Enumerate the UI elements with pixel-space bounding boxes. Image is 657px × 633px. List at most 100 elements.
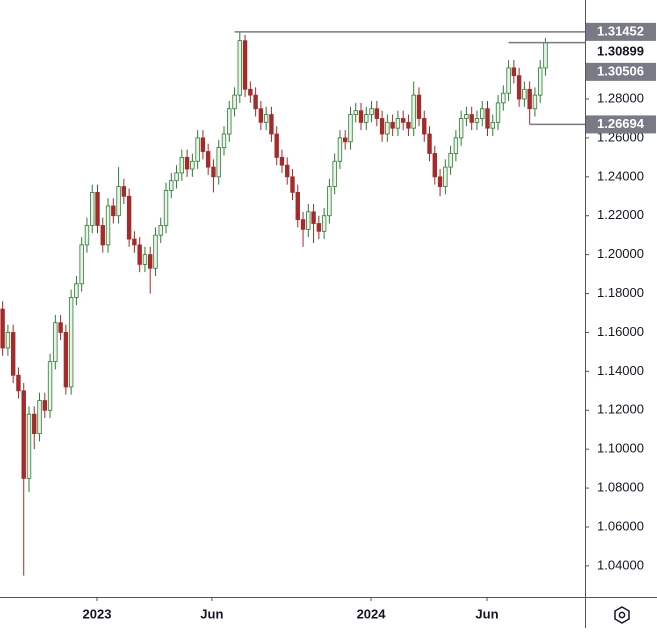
candle-body [116, 186, 121, 217]
x-tick-label: Jun [200, 606, 223, 621]
candle-body [237, 40, 242, 96]
candle-body [379, 118, 385, 135]
candle-body [179, 156, 185, 174]
candle-body [21, 390, 26, 479]
candle-body [516, 75, 522, 100]
candle-body [221, 133, 227, 149]
candle-body [0, 308, 5, 349]
candle-body [369, 108, 374, 115]
candle-body [32, 413, 37, 434]
x-tick-label: 2023 [83, 606, 112, 621]
candle-body [485, 108, 490, 129]
candle-body [422, 118, 427, 135]
settings-dot [618, 611, 626, 619]
candle-body [90, 191, 95, 226]
candle-body [316, 223, 322, 232]
candle-body [543, 42, 548, 69]
candle-body [137, 244, 142, 265]
y-tick-label: 1.18000 [597, 285, 644, 300]
candle-body [374, 108, 380, 119]
candle-body [464, 114, 469, 119]
candle-body [311, 211, 316, 224]
candle-body [400, 118, 406, 123]
candle-body [364, 114, 369, 123]
settings-hex [614, 606, 630, 624]
x-tick-label: Jun [475, 606, 498, 621]
candle-body [295, 191, 300, 221]
settings-icon[interactable] [614, 606, 630, 624]
y-tick-label: 1.22000 [597, 207, 644, 222]
y-tick-label: 1.14000 [597, 363, 644, 378]
candle-body [200, 137, 206, 152]
y-tick-label: 1.12000 [597, 402, 644, 417]
candle-body [385, 121, 390, 135]
candle-body [227, 108, 232, 135]
candle-body [432, 153, 437, 178]
candle-body [211, 166, 216, 178]
candle-body [495, 102, 501, 123]
candle-body [337, 137, 343, 162]
candle-body [358, 110, 364, 123]
candle-body [443, 166, 448, 187]
candle-body [406, 121, 411, 129]
candle-body [16, 374, 21, 392]
candle-body [205, 151, 211, 168]
candle-body [248, 88, 253, 96]
candle-body [216, 147, 221, 178]
candle-body [327, 186, 332, 217]
price-label-box [586, 115, 656, 134]
candle-body [111, 205, 116, 217]
candle-body [332, 160, 337, 187]
candle-body [263, 114, 269, 123]
candle-body [348, 114, 353, 143]
candle-body [153, 234, 158, 269]
candle-body [416, 94, 422, 119]
candle-body [258, 108, 264, 123]
candle-body [10, 332, 16, 376]
candle-body [126, 195, 132, 240]
candle-body [285, 164, 290, 178]
candle-body [53, 322, 58, 363]
candle-body [279, 156, 285, 166]
candle-body [232, 94, 237, 110]
candle-body [148, 254, 153, 269]
candle-body [190, 160, 195, 170]
candle-body [274, 133, 279, 158]
price-label: 1.30506 [597, 63, 644, 78]
candle-body [163, 190, 169, 226]
price-label-box [586, 22, 656, 41]
candle-body [42, 400, 47, 411]
candle-body [480, 108, 485, 119]
candle-body [343, 137, 348, 143]
candle-body [79, 244, 84, 285]
candle-body [84, 225, 90, 246]
candle-body [490, 121, 495, 129]
candle-body [253, 94, 258, 110]
candle-body [184, 156, 190, 170]
candle-body [121, 186, 127, 197]
candle-body [527, 88, 532, 110]
candle-body [174, 172, 179, 182]
candle-body [26, 413, 32, 479]
candle-body [411, 94, 416, 129]
candle-body [269, 114, 274, 135]
price-label: 1.26694 [597, 116, 645, 131]
candle-body [506, 67, 511, 94]
plot [0, 31, 548, 576]
candle-body [532, 94, 538, 110]
candle-body [290, 176, 295, 193]
candle-body [395, 118, 401, 129]
y-tick-label: 1.24000 [597, 168, 644, 183]
candle-body [63, 332, 69, 388]
candle-body [47, 361, 53, 411]
candle-body [105, 205, 111, 246]
candle-body [158, 225, 163, 236]
candle-body [321, 215, 327, 232]
candle-body [501, 92, 506, 104]
candle-body [522, 88, 527, 100]
candle-body [58, 322, 63, 333]
candle-body [474, 118, 480, 123]
price-label: 1.30899 [597, 43, 644, 58]
